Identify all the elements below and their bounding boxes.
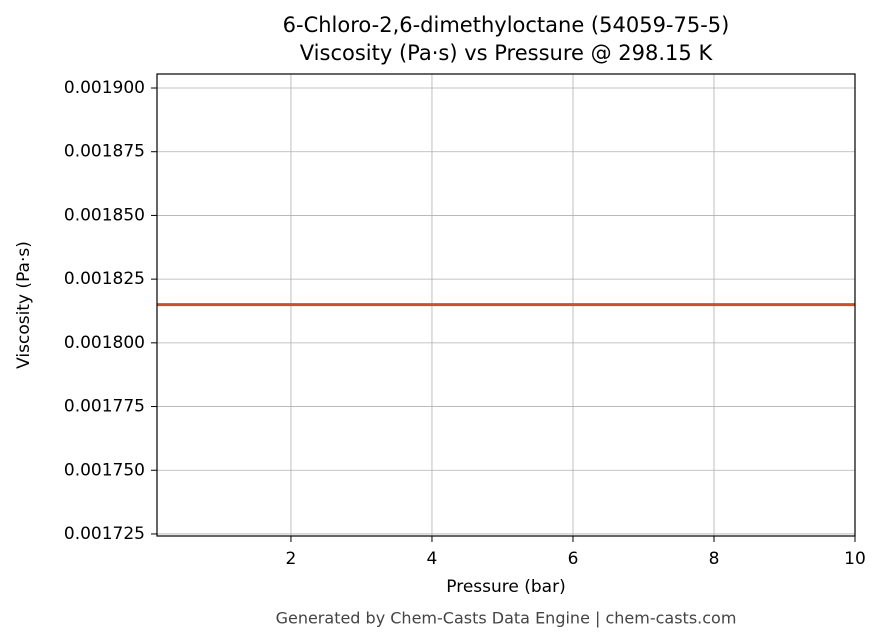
x-axis-label: Pressure (bar) <box>446 577 565 597</box>
y-tick-label: 0.001775 <box>64 397 145 417</box>
chart-title: 6-Chloro-2,6-dimethyloctane (54059-75-5) <box>283 13 730 37</box>
plot-frame <box>156 73 856 537</box>
x-tick-label: 8 <box>709 549 720 569</box>
y-axis-label: Viscosity (Pa·s) <box>14 241 34 369</box>
footer: Generated by Chem-Casts Data Engine | ch… <box>276 609 737 628</box>
y-tick-label: 0.001825 <box>64 269 145 289</box>
y-tick-label: 0.001750 <box>64 460 145 480</box>
y-tick-label: 0.001900 <box>64 78 145 98</box>
x-tick-label: 10 <box>844 549 866 569</box>
x-tick-label: 6 <box>568 549 579 569</box>
y-tick-label: 0.001875 <box>64 142 145 162</box>
x-tick-label: 2 <box>286 549 297 569</box>
y-tick-label: 0.001725 <box>64 524 145 544</box>
y-tick-label: 0.001800 <box>64 333 145 353</box>
chart-subtitle: Viscosity (Pa·s) vs Pressure @ 298.15 K <box>300 41 714 65</box>
x-tick-label: 4 <box>427 549 438 569</box>
y-tick-label: 0.001850 <box>64 205 145 225</box>
